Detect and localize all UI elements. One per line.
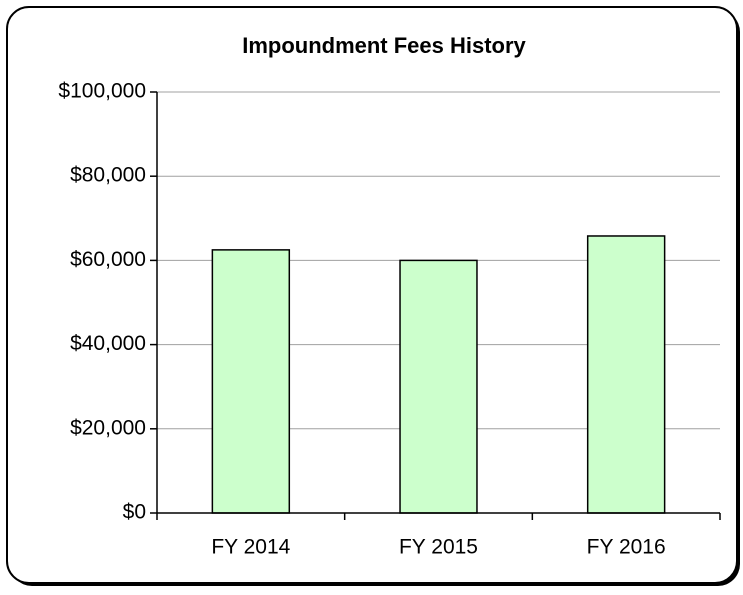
- chart-title: Impoundment Fees History: [242, 33, 526, 58]
- y-tick-label: $20,000: [70, 416, 146, 439]
- bar: [399, 259, 478, 514]
- y-tick-label: $60,000: [70, 248, 146, 271]
- x-tick-label: FY 2015: [399, 536, 478, 559]
- bar: [586, 235, 666, 514]
- y-tick-label: $100,000: [58, 80, 146, 103]
- bar: [211, 249, 291, 514]
- frame: [6, 6, 738, 584]
- y-tick-label: $0: [123, 501, 146, 524]
- x-tick-label: FY 2016: [587, 536, 666, 559]
- y-tick-label: $80,000: [70, 164, 146, 187]
- y-tick-label: $40,000: [70, 332, 146, 355]
- x-tick-label: FY 2014: [211, 536, 290, 559]
